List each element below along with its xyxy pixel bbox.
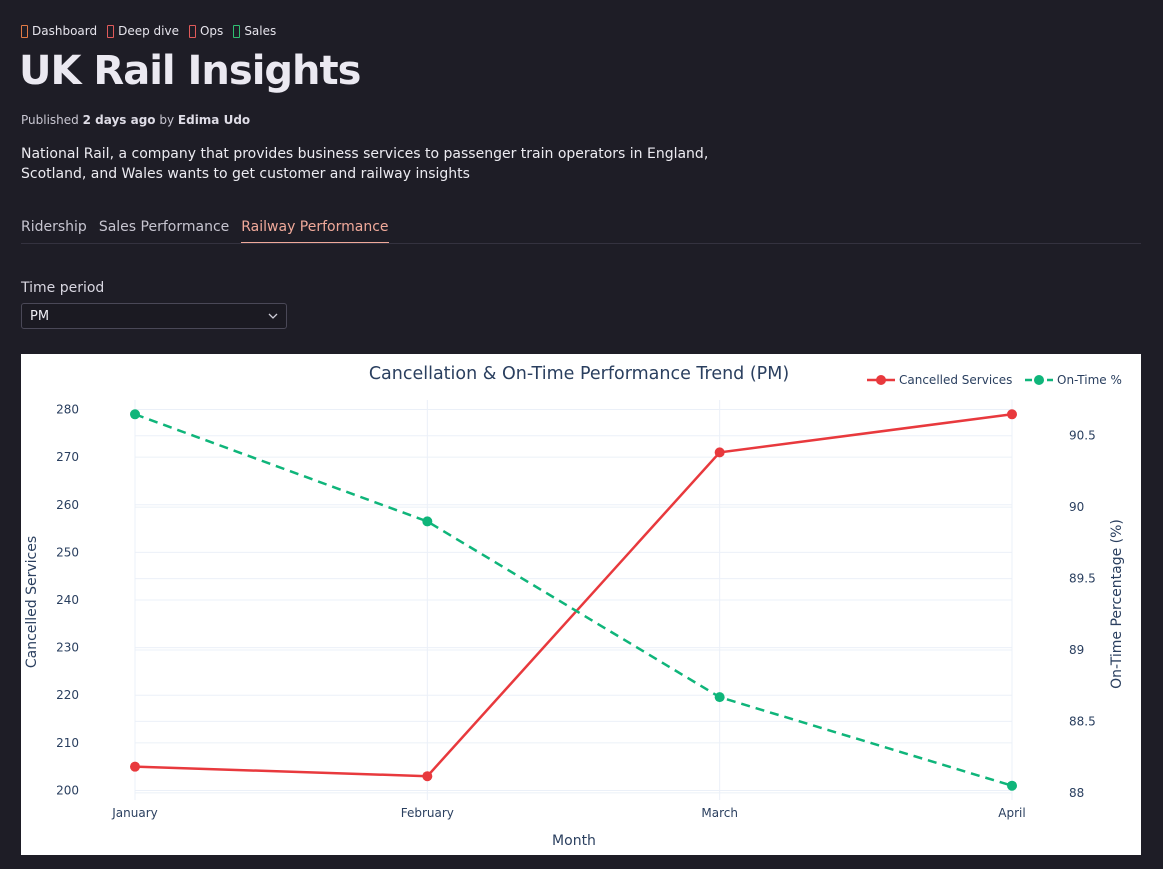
chevron-down-icon <box>268 313 278 319</box>
series-point-1 <box>714 692 725 703</box>
tag-dashboard[interactable]: Dashboard <box>21 24 97 38</box>
x-tick-label: April <box>998 806 1025 820</box>
series-point-0 <box>130 761 140 772</box>
published-prefix: Published <box>21 113 79 127</box>
tag-label: Ops <box>199 24 224 38</box>
tag-color-swatch <box>188 24 196 38</box>
y-right-tick-label: 88 <box>1069 786 1084 800</box>
tag-color-swatch <box>233 24 241 38</box>
tag-label: Dashboard <box>32 24 98 38</box>
tag-deep-dive[interactable]: Deep dive <box>107 24 179 38</box>
legend-marker-1 <box>1034 375 1044 385</box>
y-right-axis-label: On-Time Percentage (%) <box>1109 519 1125 689</box>
legend-label-0: Cancelled Services <box>899 373 1012 387</box>
y-left-tick-label: 210 <box>56 736 79 750</box>
y-left-tick-label: 270 <box>56 450 79 464</box>
y-left-tick-label: 230 <box>56 641 79 655</box>
series-point-1 <box>1007 780 1017 791</box>
x-tick-label: February <box>401 806 454 820</box>
legend-marker-0 <box>876 375 886 385</box>
tag-ops[interactable]: Ops <box>188 24 224 38</box>
page-description: National Rail, a company that provides b… <box>21 146 709 182</box>
chart-legend: Cancelled Services On-Time % <box>867 373 1122 387</box>
series-point-0 <box>714 447 725 458</box>
tab-bar: Ridership Sales Performance Railway Perf… <box>21 219 1141 244</box>
time-period-label: Time period <box>21 280 105 296</box>
tag-sales[interactable]: Sales <box>233 24 276 38</box>
page-title: UK Rail Insights <box>19 48 361 94</box>
series-line-0 <box>134 413 1013 778</box>
tag-color-swatch <box>107 24 115 38</box>
y-left-tick-label: 200 <box>56 783 79 797</box>
chart-container: Cancellation & On-Time Performance Trend… <box>21 354 1141 855</box>
tag-label: Sales <box>244 24 277 38</box>
tag-color-swatch <box>21 24 28 38</box>
series-point-0 <box>1007 409 1017 420</box>
y-left-tick-label: 220 <box>56 688 79 702</box>
y-left-tick-label: 240 <box>56 593 79 607</box>
series-point-1 <box>130 409 140 420</box>
x-tick-label: March <box>701 806 738 820</box>
legend-label-1: On-Time % <box>1057 373 1122 387</box>
x-axis-label: Month <box>552 833 596 849</box>
y-right-tick-label: 90 <box>1069 500 1084 514</box>
time-period-select[interactable]: PM <box>21 303 287 329</box>
y-left-tick-label: 280 <box>56 403 79 417</box>
chart-title: Cancellation & On-Time Performance Trend… <box>369 364 789 384</box>
author-name[interactable]: Edima Udo <box>177 113 251 127</box>
y-right-tick-label: 90.5 <box>1069 429 1096 443</box>
y-right-tick-label: 88.5 <box>1069 714 1096 728</box>
tag-list: Dashboard Deep dive Ops Sales <box>21 24 276 38</box>
tab-railway-performance[interactable]: Railway Performance <box>241 219 389 243</box>
time-period-value: PM <box>30 308 50 324</box>
y-right-tick-label: 89.5 <box>1069 572 1096 586</box>
series-line-1 <box>134 413 1013 787</box>
x-tick-label: January <box>111 806 158 820</box>
tab-sales-performance[interactable]: Sales Performance <box>98 219 230 235</box>
chart-svg: Cancellation & On-Time Performance Trend… <box>24 364 1125 849</box>
published-time: 2 days ago <box>82 113 156 127</box>
by-label: by <box>159 113 175 127</box>
publish-info: Published 2 days ago by Edima Udo <box>21 113 250 127</box>
y-left-axis-label: Cancelled Services <box>24 536 40 668</box>
series-point-0 <box>422 771 433 782</box>
y-left-tick-label: 250 <box>56 545 79 559</box>
tag-label: Deep dive <box>118 24 179 38</box>
y-right-tick-label: 89 <box>1069 643 1084 657</box>
y-left-tick-label: 260 <box>56 498 79 512</box>
tab-ridership[interactable]: Ridership <box>21 219 87 235</box>
series-point-1 <box>422 516 433 527</box>
